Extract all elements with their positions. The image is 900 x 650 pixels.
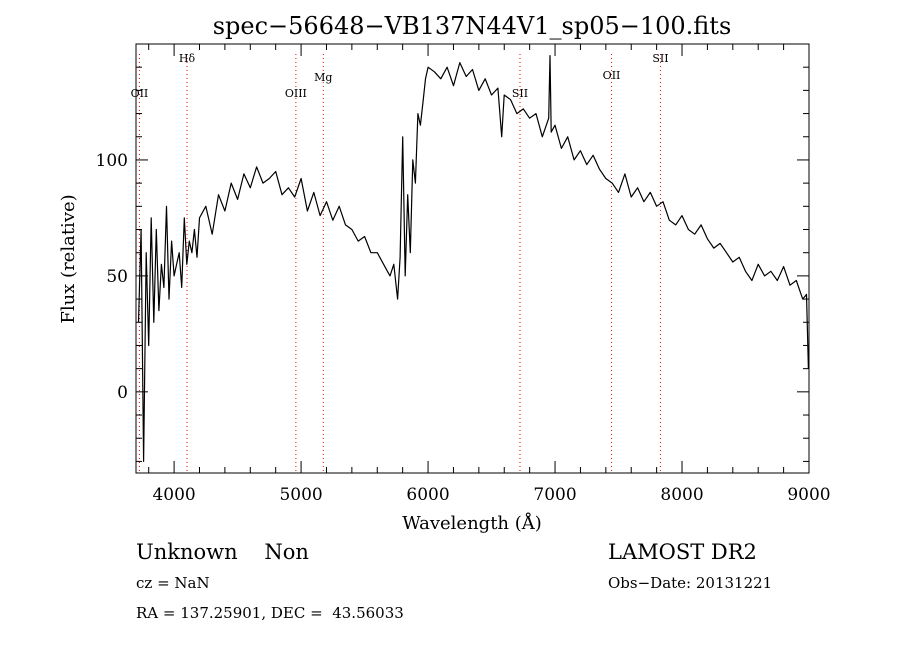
axis-ticks: 4000 5000 6000 7000 8000 9000 0 50 100 [96,43,831,505]
emission-line-label: SII [512,87,528,100]
x-axis-label: Wavelength (Å) [402,512,542,534]
classification-text: Unknown Non [136,540,309,564]
x-tick-label: 7000 [533,485,576,505]
x-tick-label: 4000 [152,485,195,505]
coordinates-text: RA = 137.25901, DEC = 43.56033 [136,604,404,622]
y-tick-label: 0 [117,383,128,403]
emission-line-label: OIII [285,87,307,100]
spectrum-line [137,54,809,462]
chart-title: spec−56648−VB137N44V1_sp05−100.fits [213,12,732,40]
x-tick-label: 6000 [406,485,449,505]
x-tick-label: 5000 [279,485,322,505]
y-tick-label: 100 [96,151,128,171]
emission-line-label: Mg [314,71,332,84]
emission-line-label: OII [603,69,621,82]
emission-line-label: Hδ [179,52,196,65]
x-tick-label: 8000 [660,485,703,505]
emission-line-label: OII [131,87,149,100]
plot-frame [135,43,810,474]
emission-line-markers: OII Hδ OIII Mg SII OII SII [131,52,669,473]
plot-axes [135,43,810,474]
x-tick-label: 9000 [787,485,830,505]
survey-text: LAMOST DR2 [608,540,757,564]
redshift-text: cz = NaN [136,574,210,592]
y-tick-label: 50 [106,267,128,287]
y-axis-label: Flux (relative) [58,194,79,323]
emission-line-label: SII [652,52,668,65]
spectrum-series [137,54,809,462]
obs-date-text: Obs−Date: 20131221 [608,574,773,592]
